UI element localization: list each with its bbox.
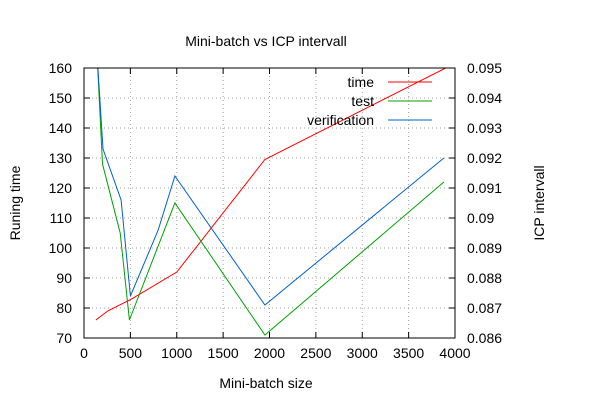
y-tick-label: 140 [49,120,73,136]
x-axis-label: Mini-batch size [219,375,313,391]
y-tick-label: 100 [49,240,73,256]
series-line-time [95,68,446,321]
series-line-test [97,68,445,336]
y2-tick-label: 0.095 [467,60,502,76]
y2-axis-label: ICP intervall [531,165,547,240]
y2-tick-label: 0.092 [467,150,502,166]
legend-label-test: test [351,93,374,109]
y-tick-label: 150 [49,90,73,106]
y-tick-label: 160 [49,60,73,76]
x-tick-label: 3000 [347,345,378,361]
legend: time test verification [307,74,432,128]
x-tick-label: 3500 [393,345,424,361]
x-tick-label: 1500 [208,345,239,361]
legend-label-verification: verification [307,112,374,128]
series-layer [95,68,446,336]
y2-tick-label: 0.09 [467,210,494,226]
y-axis-label: Runing time [7,165,23,240]
y-tick-label: 110 [50,210,73,226]
y2-tick-label: 0.089 [467,240,502,256]
y-tick-label: 90 [56,270,72,286]
grid [84,68,455,338]
chart-title: Mini-batch vs ICP intervall [185,33,347,49]
x-tick-label: 500 [119,345,143,361]
legend-label-time: time [348,74,375,90]
y-tick-label: 120 [49,180,73,196]
ticks-layer: 0 500 1000 1500 2000 2500 3000 3500 4000 70 80 90 10… [49,60,503,361]
y2-tick-label: 0.093 [467,120,502,136]
x-tick-label: 2000 [254,345,285,361]
y2-tick-label: 0.091 [467,180,502,196]
y-tick-label: 70 [56,330,72,346]
y2-tick-label: 0.086 [467,330,502,346]
series-line-verification [97,68,445,306]
x-tick-label: 2500 [300,345,331,361]
x-tick-label: 4000 [439,345,470,361]
y2-tick-label: 0.087 [467,300,502,316]
x-tick-label: 1000 [161,345,192,361]
y-tick-label: 130 [49,150,73,166]
y-tick-label: 80 [56,300,72,316]
y2-tick-label: 0.094 [467,90,502,106]
x-tick-label: 0 [80,345,88,361]
y2-tick-label: 0.088 [467,270,502,286]
